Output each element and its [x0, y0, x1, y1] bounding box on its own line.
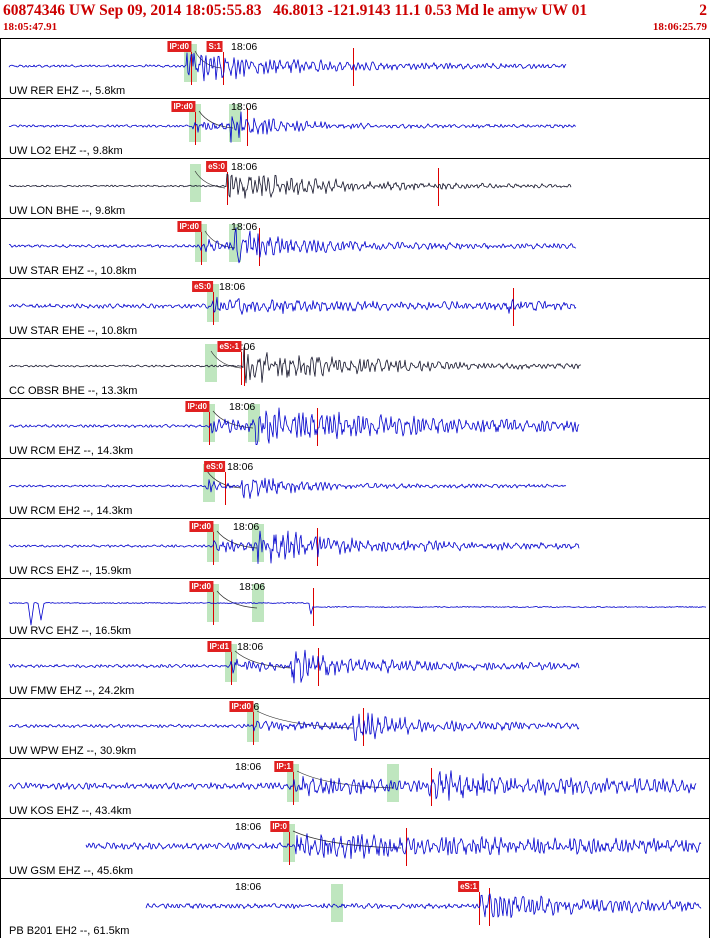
station-label: UW KOS EHZ --, 43.4km: [9, 805, 132, 817]
event-version: 2: [699, 2, 707, 19]
station-label: UW STAR EHZ --, 10.8km: [9, 265, 137, 277]
trace-row: 18:06 IP:1 UW KOS EHZ --, 43.4km: [1, 759, 709, 819]
phase-pick-label[interactable]: IP:0: [270, 821, 289, 832]
trace-row: 18:06 IP:0 UW GSM EHZ --, 45.6km: [1, 819, 709, 879]
trace-row: 18:06 IP:d0 UW RVC EHZ --, 16.5km: [1, 579, 709, 639]
station-label: PB B201 EH2 --, 61.5km: [9, 925, 130, 937]
seismogram-waveform[interactable]: [1, 819, 709, 879]
phase-pick-label[interactable]: eS:0: [206, 161, 227, 172]
minute-mark-label: 18:06: [219, 281, 246, 293]
minute-mark-label: 18:06: [235, 881, 262, 893]
trace-row: 18:06 IP:d0 UW LO2 EHZ --, 9.8km: [1, 99, 709, 159]
pick-window-band: [387, 764, 399, 802]
pick-window-band: [229, 224, 241, 262]
window-start-time: 18:05:47.91: [3, 21, 58, 33]
trace-row: 18:06 IP:d0 UW RCM EHZ --, 14.3km: [1, 399, 709, 459]
event-summary: 60874346 UW Sep 09, 2014 18:05:55.83 46.…: [3, 2, 588, 19]
minute-mark-label: 18:06: [227, 461, 254, 473]
station-label: UW LO2 EHZ --, 9.8km: [9, 145, 123, 157]
seismogram-waveform[interactable]: [1, 39, 709, 99]
station-label: UW STAR EHE --, 10.8km: [9, 325, 138, 337]
phase-pick-label[interactable]: IP:d0: [171, 101, 195, 112]
phase-pick-label[interactable]: IP:d0: [229, 701, 253, 712]
phase-pick-label[interactable]: eS:1: [458, 881, 479, 892]
seismogram-waveform[interactable]: [1, 639, 709, 699]
seismogram-waveform[interactable]: [1, 99, 709, 159]
station-label: UW RCM EHZ --, 14.3km: [9, 445, 134, 457]
minute-mark-label: 18:06: [237, 641, 264, 653]
pick-window-band: [205, 344, 217, 382]
seismogram-waveform[interactable]: [1, 339, 709, 399]
seismogram-waveform[interactable]: [1, 879, 709, 938]
station-label: UW RCM EH2 --, 14.3km: [9, 505, 133, 517]
pick-window-band: [252, 524, 264, 562]
seismogram-waveform[interactable]: [1, 759, 709, 819]
phase-pick-label[interactable]: IP:d0: [177, 221, 201, 232]
station-label: UW RVC EHZ --, 16.5km: [9, 625, 132, 637]
time-window-line: 18:05:47.91 18:06:25.79: [3, 21, 707, 34]
minute-mark-label: 18:06: [231, 101, 258, 113]
trace-list: 18:06 IP:d0 S:1 UW RER EHZ --, 5.8km 18:06 IP…: [0, 38, 710, 938]
pick-window-band: [229, 104, 241, 142]
minute-mark-label: 18:06: [229, 401, 256, 413]
trace-row: 18:06 eS:0 UW LON BHE --, 9.8km: [1, 159, 709, 219]
trace-row: 18:06 eS:1 PB B201 EH2 --, 61.5km: [1, 879, 709, 938]
phase-pick-label[interactable]: IP:d0: [189, 521, 213, 532]
seismogram-waveform[interactable]: [1, 399, 709, 459]
event-header: 60874346 UW Sep 09, 2014 18:05:55.83 46.…: [0, 0, 710, 38]
phase-pick-label[interactable]: S:1: [206, 41, 223, 52]
phase-pick-label[interactable]: IP:d0: [167, 41, 191, 52]
station-label: UW GSM EHZ --, 45.6km: [9, 865, 134, 877]
station-label: UW WPW EHZ --, 30.9km: [9, 745, 137, 757]
trace-row: 18:06 IP:d0 S:1 UW RER EHZ --, 5.8km: [1, 39, 709, 99]
minute-mark-label: 18:06: [235, 821, 262, 833]
minute-mark-label: 18:06: [231, 41, 258, 53]
event-summary-line: 60874346 UW Sep 09, 2014 18:05:55.83 46.…: [3, 2, 707, 19]
pick-window-band: [331, 884, 343, 922]
phase-pick-label[interactable]: eS:0: [204, 461, 225, 472]
trace-row: 18:06 IP:d1 UW FMW EHZ --, 24.2km: [1, 639, 709, 699]
trace-row: 18:06 eS:0 UW RCM EH2 --, 14.3km: [1, 459, 709, 519]
seismogram-waveform[interactable]: [1, 519, 709, 579]
seismogram-waveform[interactable]: [1, 279, 709, 339]
seismogram-waveform[interactable]: [1, 459, 709, 519]
minute-mark-label: 18:06: [233, 521, 260, 533]
phase-pick-label[interactable]: IP:1: [274, 761, 293, 772]
station-label: UW RCS EHZ --, 15.9km: [9, 565, 132, 577]
window-end-time: 18:06:25.79: [652, 21, 707, 33]
seismogram-waveform[interactable]: [1, 579, 709, 639]
seismogram-waveform[interactable]: [1, 699, 709, 759]
station-label: UW LON BHE --, 9.8km: [9, 205, 126, 217]
trace-row: 18:06 IP:d0 UW RCS EHZ --, 15.9km: [1, 519, 709, 579]
phase-pick-label[interactable]: eS:0: [192, 281, 213, 292]
trace-row: 18:06 IP:d0 UW STAR EHZ --, 10.8km: [1, 219, 709, 279]
trace-row: 18:06 eS:-1 CC OBSR BHE --, 13.3km: [1, 339, 709, 399]
station-label: UW RER EHZ --, 5.8km: [9, 85, 126, 97]
minute-mark-label: 18:06: [235, 761, 262, 773]
phase-pick-label[interactable]: IP:d0: [189, 581, 213, 592]
minute-mark-label: 18:06: [231, 221, 258, 233]
seismogram-waveform[interactable]: [1, 159, 709, 219]
station-label: UW FMW EHZ --, 24.2km: [9, 685, 135, 697]
station-label: CC OBSR BHE --, 13.3km: [9, 385, 138, 397]
phase-pick-label[interactable]: IP:d1: [207, 641, 231, 652]
seismogram-waveform[interactable]: [1, 219, 709, 279]
trace-row: 18:06 eS:0 UW STAR EHE --, 10.8km: [1, 279, 709, 339]
minute-mark-label: 18:06: [231, 161, 258, 173]
phase-pick-label[interactable]: IP:d0: [185, 401, 209, 412]
pick-window-band: [190, 164, 201, 202]
minute-mark-label: 18:06: [239, 581, 266, 593]
phase-pick-label[interactable]: eS:-1: [217, 341, 241, 352]
